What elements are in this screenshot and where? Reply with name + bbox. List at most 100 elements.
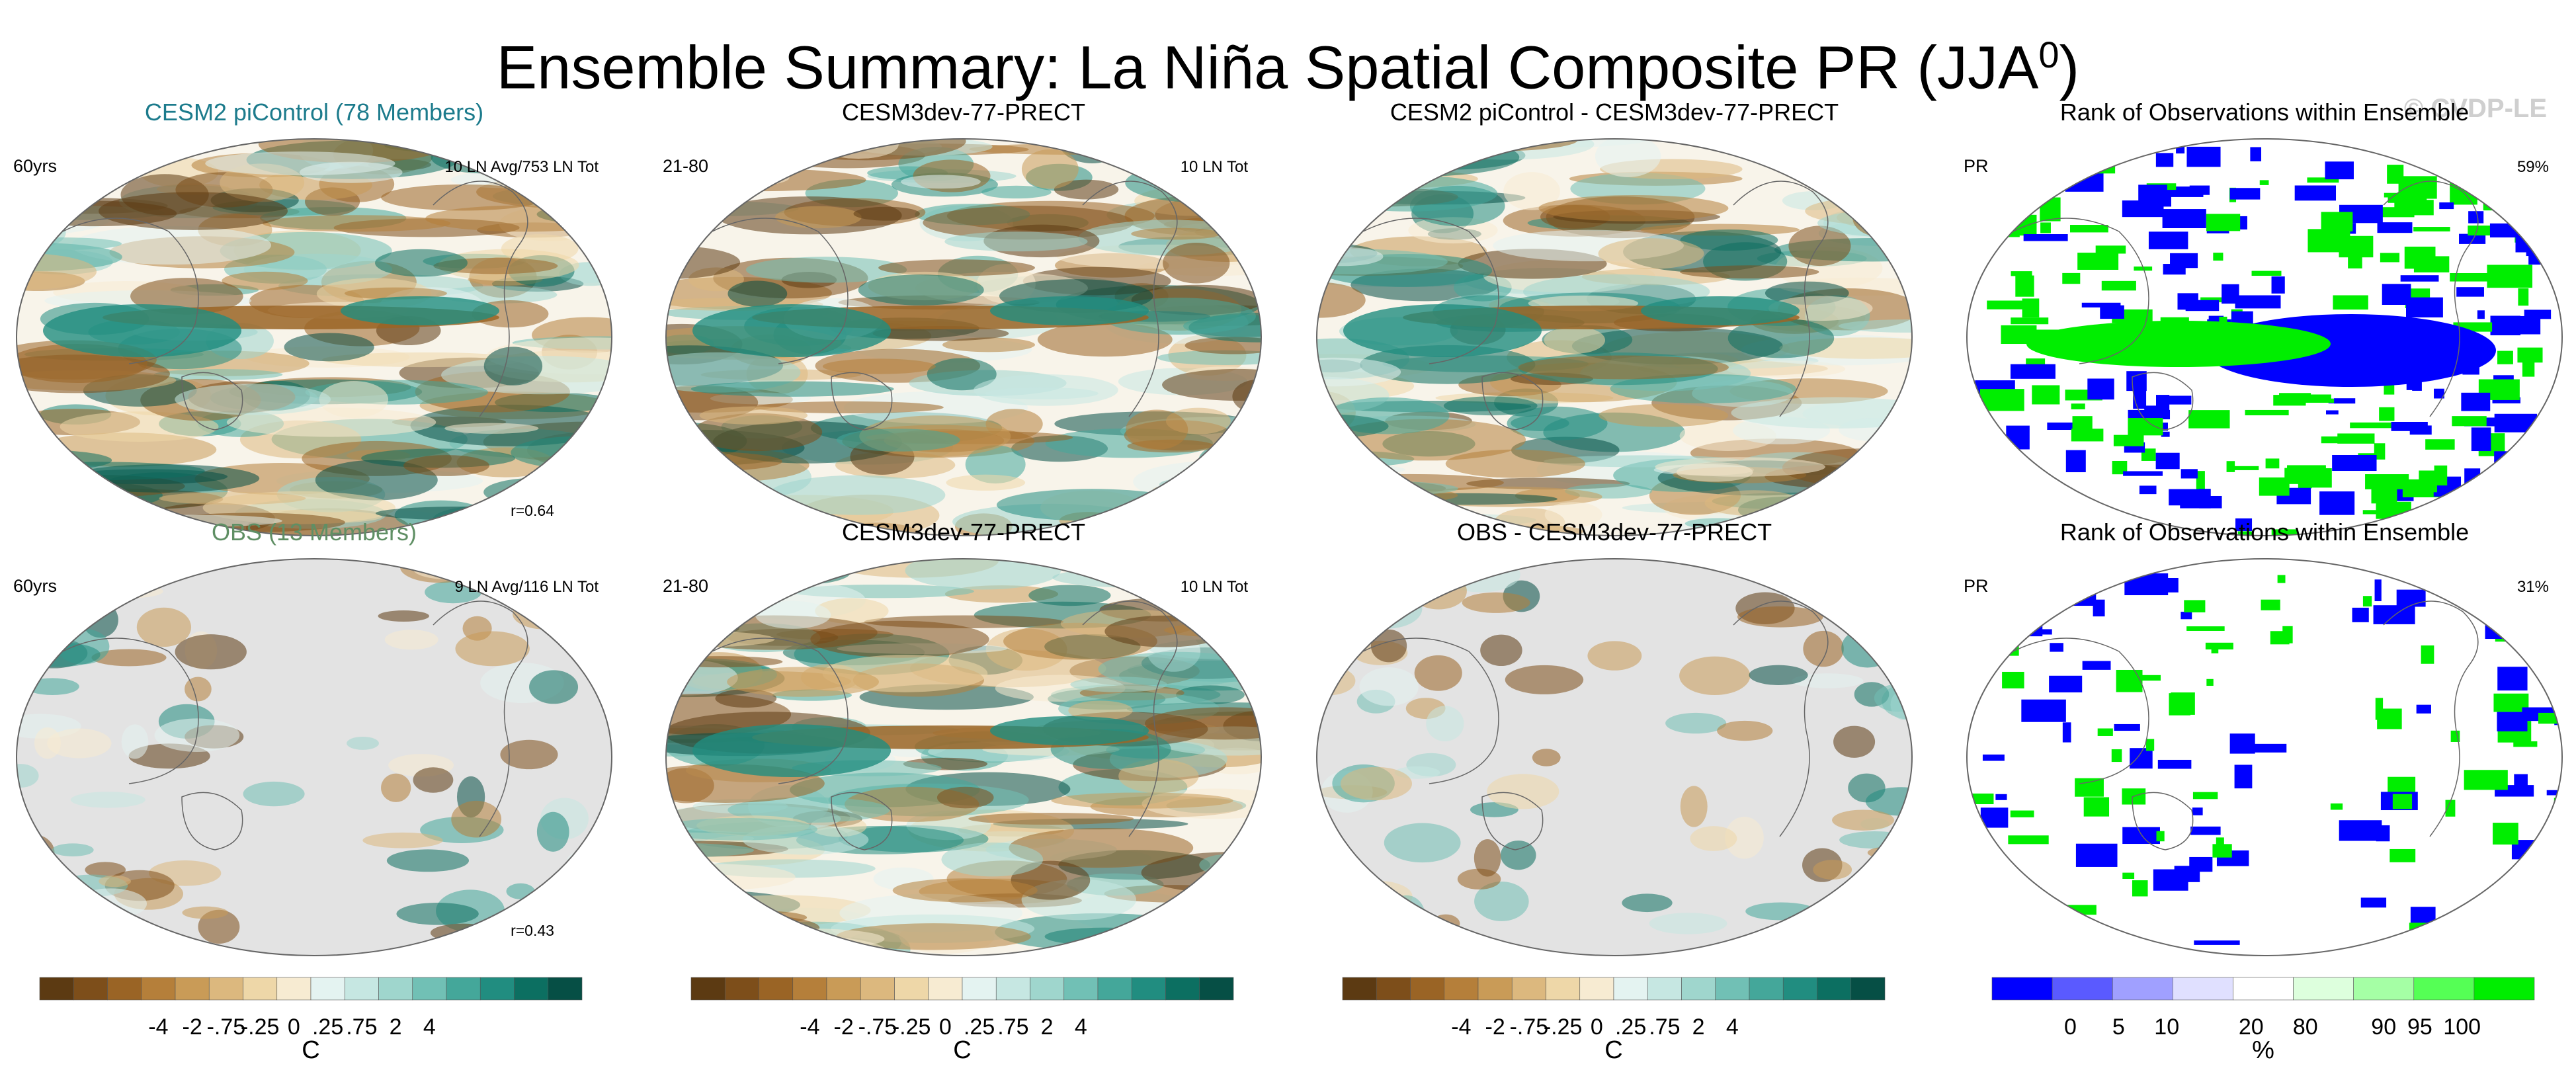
- anomaly-patch: [965, 445, 1026, 484]
- rank-cell: [2259, 180, 2269, 185]
- panel-title: Rank of Observations within Ensemble: [2060, 99, 2469, 126]
- rank-cell: [2071, 403, 2085, 409]
- rank-cell: [2139, 485, 2157, 495]
- anomaly-patch: [1145, 707, 1261, 740]
- anomaly-patch: [1725, 817, 1764, 859]
- anomaly-patch: [666, 450, 782, 472]
- rank-cell: [2169, 693, 2190, 716]
- anomaly-patch: [1021, 149, 1079, 189]
- rank-cell: [2013, 214, 2037, 236]
- anomaly-patch: [666, 656, 783, 668]
- rank-cell: [2123, 471, 2163, 476]
- anomaly-patch: [532, 484, 612, 497]
- rank-cell: [2533, 509, 2542, 523]
- colorbar-swatch: [243, 977, 278, 1001]
- colorbar-swatch: [1647, 977, 1682, 1001]
- colorbar-swatch: [175, 977, 210, 1001]
- rank-cell: [2261, 599, 2280, 610]
- colorbar-swatch: [860, 977, 895, 1001]
- anomaly-patch: [974, 374, 1118, 406]
- rank-cell: [2388, 193, 2427, 203]
- anomaly-patch: [1690, 826, 1737, 851]
- anomaly-patch: [62, 141, 143, 181]
- rank-cell: [2101, 280, 2136, 291]
- anomaly-patch: [1009, 828, 1194, 868]
- anomaly-patch: [1317, 511, 1370, 536]
- panel-correlation: r=0.64: [511, 502, 554, 519]
- anomaly-patch: [378, 610, 429, 622]
- rank-cell: [2083, 797, 2110, 817]
- rank-cell: [2471, 427, 2491, 452]
- anomaly-patch: [822, 358, 936, 374]
- colorbar-swatch: [1715, 977, 1750, 1001]
- anomaly-patch: [22, 922, 53, 935]
- rank-cell: [2452, 416, 2487, 427]
- rank-cell: [2487, 265, 2533, 288]
- anomaly-patch: [1679, 656, 1751, 696]
- rank-cell: [2167, 395, 2192, 405]
- rank-cell: [2181, 612, 2192, 620]
- colorbar-swatch: [1613, 977, 1648, 1001]
- coastlines: [62, 181, 528, 431]
- anomaly-patch: [775, 141, 849, 157]
- anomaly-patch: [413, 767, 454, 793]
- anomaly-patch: [1544, 326, 1606, 354]
- colorbar-swatch: [1097, 977, 1132, 1001]
- colorbar-swatch: [1342, 977, 1377, 1001]
- panel-left-label: PR: [1964, 156, 1989, 176]
- rank-cell: [2379, 407, 2395, 421]
- anomaly-patch: [666, 917, 777, 940]
- map-outline: [1966, 558, 2563, 956]
- rank-cell: [2206, 679, 2214, 686]
- rank-cell: [2002, 671, 2024, 688]
- anomaly-patch: [1441, 559, 1520, 593]
- colorbar-tick-label: .25: [312, 1014, 343, 1040]
- rank-cell: [2391, 422, 2428, 431]
- rank-cell: [2534, 493, 2562, 505]
- anomaly-patch: [17, 642, 101, 667]
- anomaly-patch: [455, 631, 530, 667]
- rank-cell: [2307, 177, 2339, 183]
- colorbar-swatch: [1749, 977, 1784, 1001]
- colorbar-tick-label: 0: [288, 1014, 300, 1040]
- rank-cell: [2544, 235, 2562, 245]
- colorbar-3: -4 -2 -.75-.25 0 .25.75 2 4 C: [1342, 977, 1886, 1064]
- rank-cell: [2287, 465, 2326, 483]
- rank-cell: [2011, 271, 2032, 276]
- anomaly-patch: [1073, 139, 1186, 157]
- rank-cell: [2016, 625, 2043, 637]
- anomaly-patch: [43, 304, 241, 357]
- rank-cell: [2455, 196, 2467, 203]
- colorbar-tick-label: -.25: [892, 1014, 931, 1040]
- map-panel-row2-col1: OBS (13 Members) 60yrs 9 LN Avg/116 LN Tot…: [13, 518, 612, 956]
- colorbar-swatch: [1030, 977, 1065, 1001]
- rank-cell: [2561, 585, 2562, 606]
- anomaly-patch: [1352, 588, 1423, 629]
- anomaly-patch: [1507, 406, 1608, 440]
- rank-cell: [2235, 295, 2281, 309]
- anomaly-patch: [47, 728, 112, 759]
- map-outline: [1316, 558, 1913, 956]
- anomaly-patch: [1152, 481, 1261, 499]
- colorbar-swatch: [1410, 977, 1445, 1001]
- colorbar-swatch: [2353, 977, 2415, 1001]
- rank-cell: [2126, 371, 2147, 392]
- rank-cell: [2063, 944, 2071, 956]
- anomaly-patch: [1717, 720, 1773, 741]
- anomaly-patch: [430, 923, 495, 942]
- colorbar-tick-label: 4: [423, 1014, 436, 1040]
- anomaly-patch: [667, 518, 774, 536]
- rank-cell: [2062, 722, 2071, 743]
- panel-left-label: 60yrs: [13, 576, 57, 596]
- panel-left-label: PR: [1964, 576, 1989, 596]
- anomaly-patch: [1727, 318, 1835, 358]
- map-panel-row2-col4: Rank of Observations within Ensemble PR 31…: [1964, 518, 2563, 956]
- colorbar-swatch: [73, 977, 108, 1001]
- anomaly-patch: [222, 271, 308, 290]
- rank-cell: [2132, 880, 2148, 897]
- anomaly-patch: [710, 911, 808, 925]
- rank-cell: [2134, 267, 2153, 271]
- rank-cell: [2111, 749, 2122, 763]
- anomaly-patch: [1833, 725, 1876, 758]
- rank-cell: [2550, 932, 2562, 938]
